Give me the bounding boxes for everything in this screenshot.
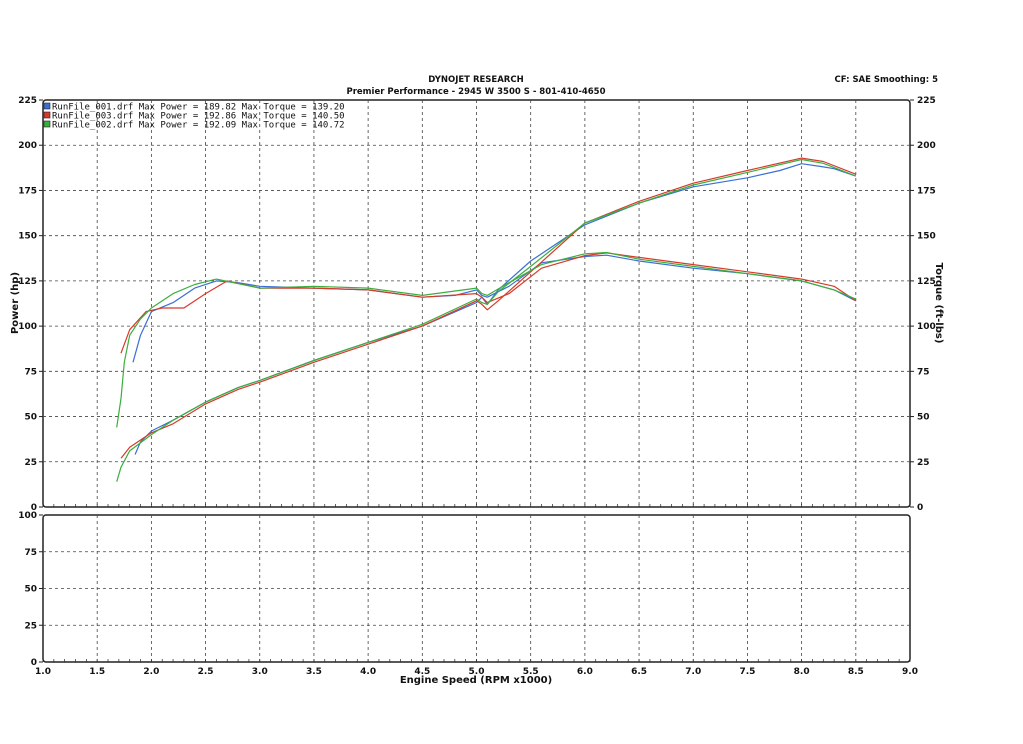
main-ytick-right-label: 125 xyxy=(917,277,936,287)
xtick-label: 7.5 xyxy=(739,667,755,677)
legend-swatch xyxy=(43,120,51,128)
main-ytick-right-label: 175 xyxy=(917,186,936,196)
main-plot-series xyxy=(116,157,857,482)
main-plot-grid xyxy=(42,99,911,508)
main-plot-ticks: 0 25 50 75 100 125 150 175 200 225 0 25 50 75 100 125 15… xyxy=(18,96,936,513)
main-ytick-right-label: 200 xyxy=(917,141,936,151)
main-ytick-label: 100 xyxy=(18,322,37,332)
xtick-label: 8.0 xyxy=(794,667,810,677)
series-3-power-line xyxy=(116,158,857,482)
correction-settings: CF: SAE Smoothing: 5 xyxy=(835,75,939,85)
xtick-label: 8.5 xyxy=(848,667,864,677)
sub-ytick-label: 50 xyxy=(24,585,37,595)
main-ytick-right-label: 225 xyxy=(917,96,936,106)
secondary-plot-grid xyxy=(42,514,911,663)
xtick-label: 1.5 xyxy=(89,667,105,677)
legend-swatch xyxy=(43,102,51,110)
main-ytick-right-label: 0 xyxy=(917,503,923,513)
main-ytick-label: 175 xyxy=(18,186,37,196)
series-1-torque-line xyxy=(132,254,857,363)
sub-ytick-label: 75 xyxy=(24,548,37,558)
series-2-power-line xyxy=(120,157,857,459)
series-1-power-line xyxy=(134,163,856,455)
y-axis-label-left: Power (hp) xyxy=(10,272,21,334)
legend-entry: RunFile_001.drf Max Power = 189.82 Max T… xyxy=(52,103,345,113)
series-3-torque-line xyxy=(116,251,857,428)
main-ytick-right-label: 150 xyxy=(917,232,936,242)
xtick-label: 5.0 xyxy=(469,667,485,677)
main-ytick-label: 125 xyxy=(18,277,37,287)
xtick-label: 7.0 xyxy=(685,667,701,677)
main-ytick-right-label: 50 xyxy=(917,413,930,423)
main-ytick-label: 75 xyxy=(24,367,37,377)
chart-subtitle: Premier Performance - 2945 W 3500 S - 80… xyxy=(346,87,605,97)
main-ytick-right-label: 75 xyxy=(917,367,930,377)
legend-entry: RunFile_003.drf Max Power = 192.86 Max T… xyxy=(52,112,345,122)
xtick-label: 2.5 xyxy=(198,667,214,677)
chart-title: DYNOJET RESEARCH xyxy=(428,75,523,85)
xtick-label: 3.0 xyxy=(252,667,268,677)
legend-swatch xyxy=(43,111,51,119)
main-ytick-right-label: 100 xyxy=(917,322,936,332)
xtick-label: 6.5 xyxy=(631,667,647,677)
xtick-label: 1.0 xyxy=(35,667,51,677)
sub-ytick-label: 100 xyxy=(18,511,37,521)
sub-ytick-label: 0 xyxy=(31,658,37,668)
x-axis-label: Engine Speed (RPM x1000) xyxy=(400,675,552,686)
main-ytick-label: 25 xyxy=(24,458,37,468)
series-2-torque-line xyxy=(120,252,857,354)
xtick-label: 5.5 xyxy=(523,667,539,677)
secondary-plot-ticks: 0 25 50 75 100 xyxy=(18,511,911,668)
main-ytick-label: 225 xyxy=(18,96,37,106)
xtick-label: 4.0 xyxy=(360,667,376,677)
xtick-label: 6.0 xyxy=(577,667,593,677)
y-axis-label-right: Torque (ft-lbs) xyxy=(933,263,944,344)
main-ytick-right-label: 25 xyxy=(917,458,930,468)
legend: RunFile_001.drf Max Power = 189.82 Max T… xyxy=(43,102,345,131)
main-ytick-label: 200 xyxy=(18,141,37,151)
x-axis-ticks: 1.0 1.5 2.0 2.5 3.0 3.5 4.0 4.5 5.0 5.5 6.0 6.5 7.0 7… xyxy=(35,667,918,677)
xtick-label: 4.5 xyxy=(414,667,430,677)
main-ytick-label: 50 xyxy=(24,413,37,423)
main-ytick-label: 150 xyxy=(18,232,37,242)
xtick-label: 9.0 xyxy=(902,667,918,677)
main-ytick-label: 0 xyxy=(31,503,37,513)
sub-ytick-label: 25 xyxy=(24,621,37,631)
xtick-label: 2.0 xyxy=(143,667,159,677)
legend-entry: RunFile_002.drf Max Power = 192.09 Max T… xyxy=(52,121,345,131)
xtick-label: 3.5 xyxy=(306,667,322,677)
